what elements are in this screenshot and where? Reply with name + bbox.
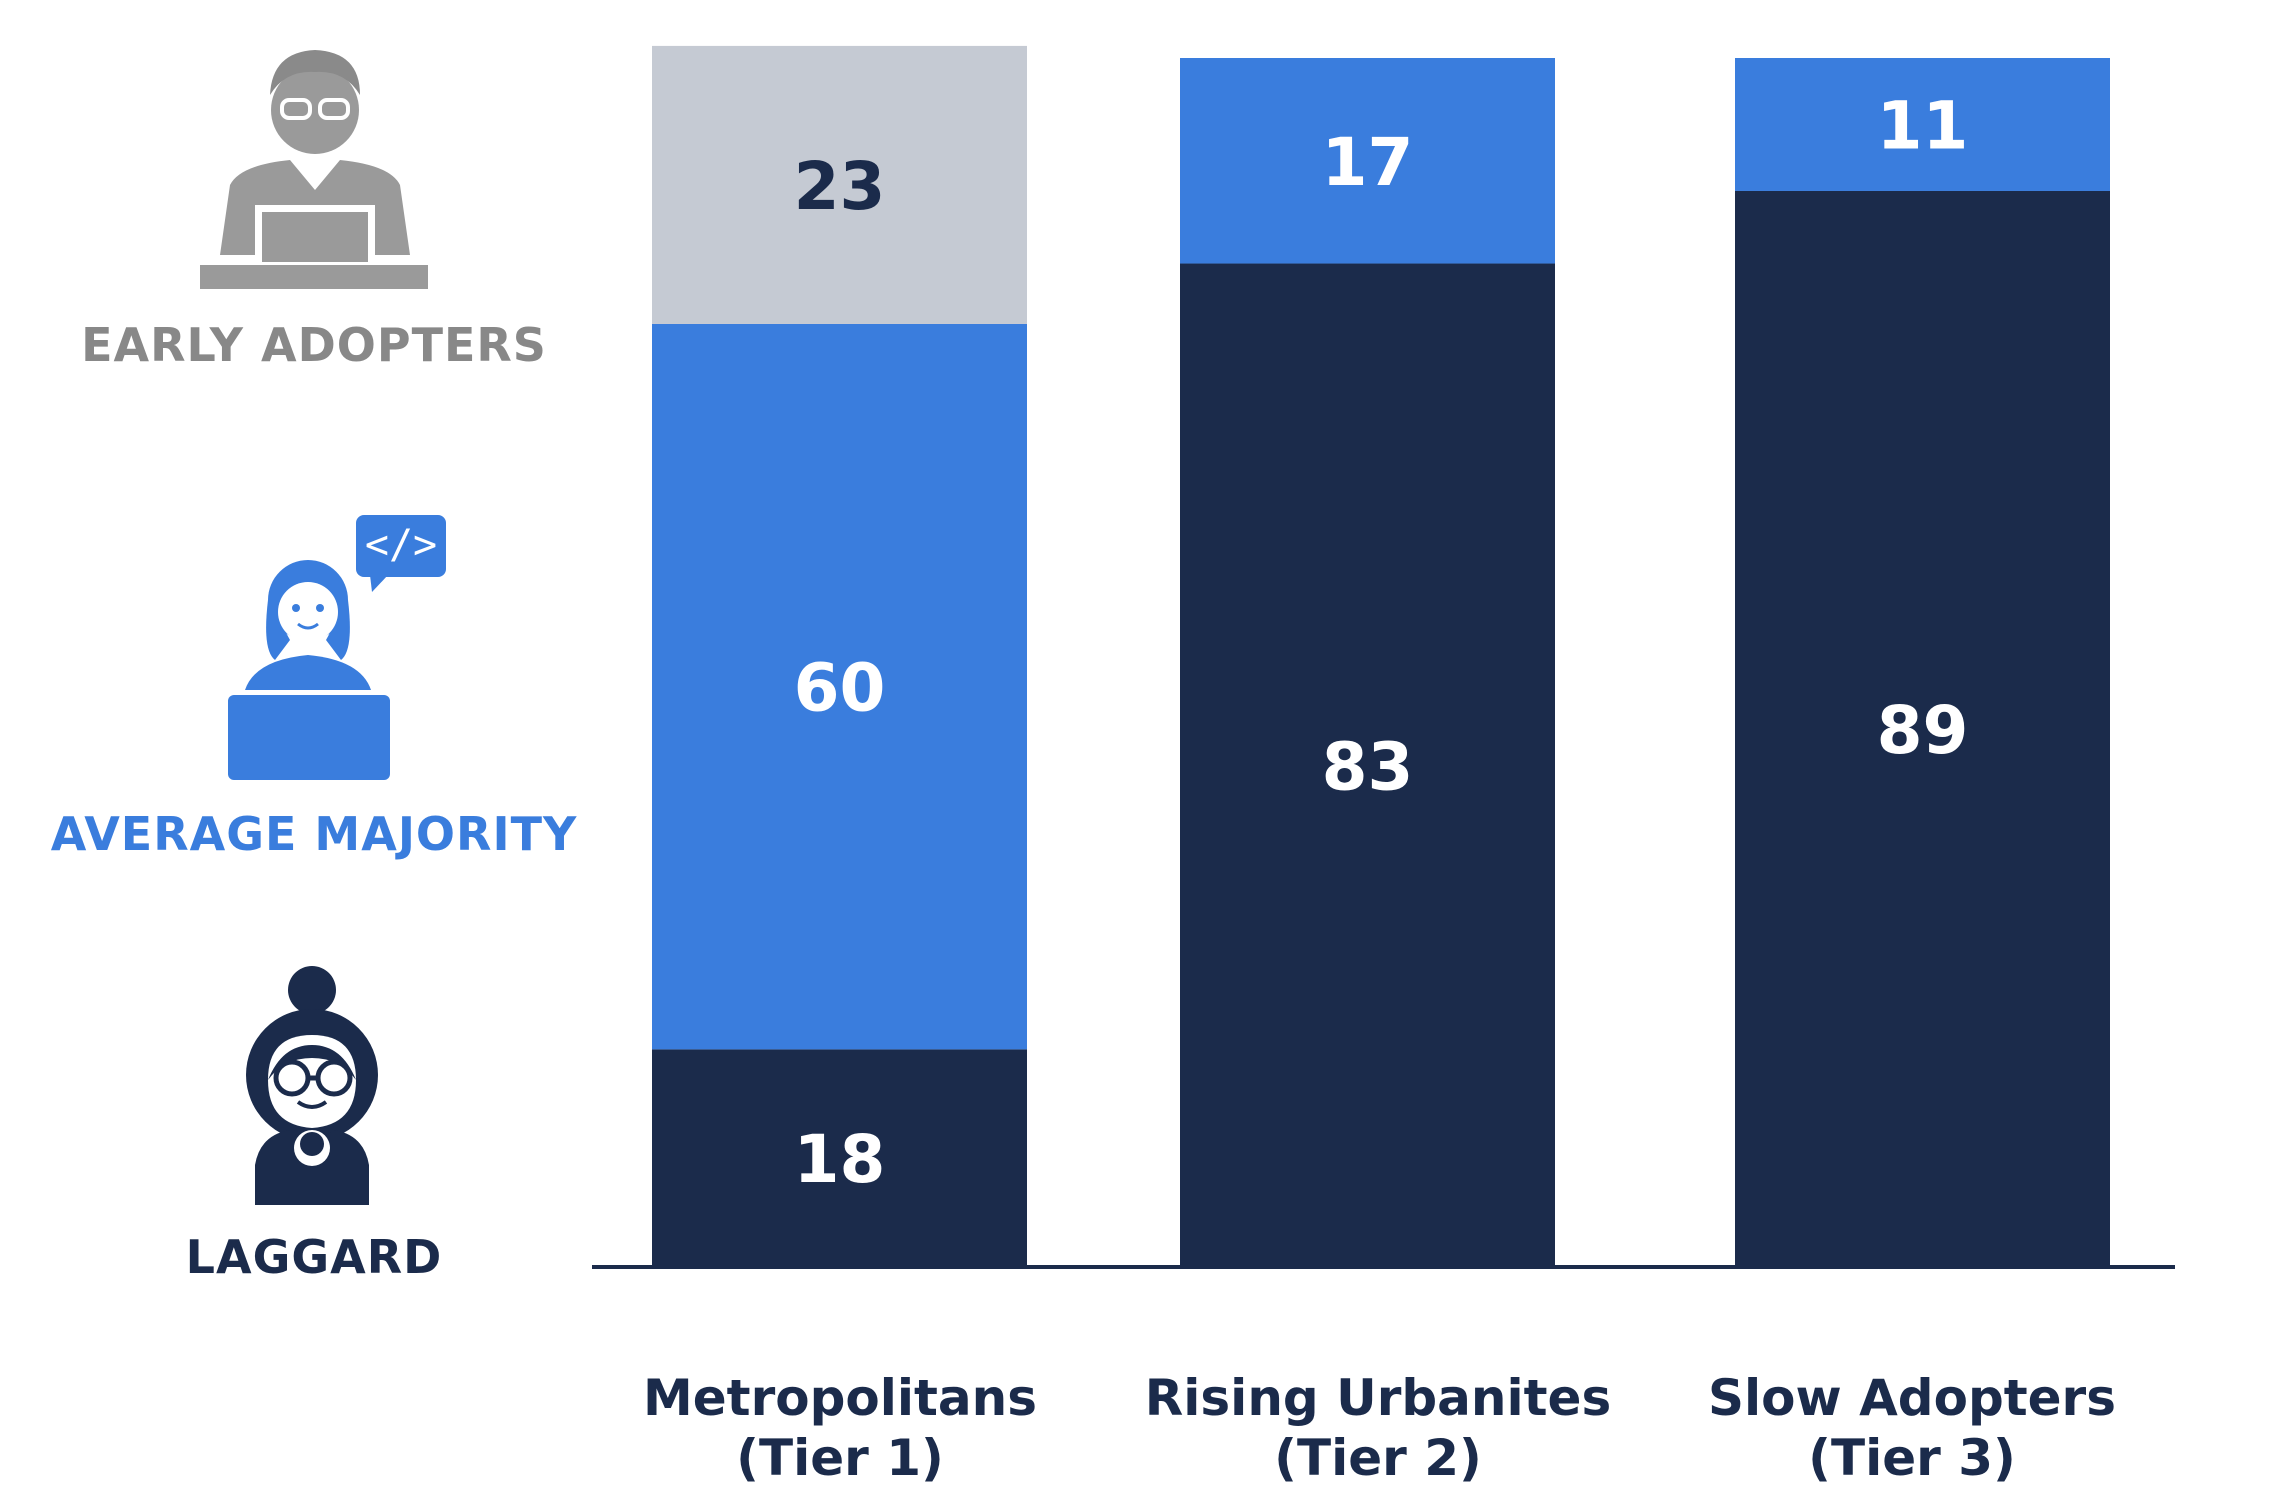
- legend-label-average-majority: AVERAGE MAJORITY: [50, 807, 578, 861]
- bar-segment-laggard-2: [1180, 263, 1555, 1267]
- elderly-woman-icon: [246, 966, 378, 1205]
- data-label-early-1: 23: [794, 148, 886, 225]
- bar-segment-early-1: [652, 45, 1027, 324]
- bar-segment-early-3: [1735, 58, 2110, 191]
- bar-segment-laggard-3: [1735, 190, 2110, 1268]
- bars-group: 18 60 23 83 17 89 11: [652, 45, 2110, 1268]
- data-label-laggard-3: 89: [1877, 692, 1969, 769]
- bar-segment-early-2: [1180, 58, 1555, 264]
- svg-text:</>: </>: [365, 522, 437, 568]
- legend-label-early-adopters: EARLY ADOPTERS: [81, 318, 547, 372]
- bar-segment-average-1: [652, 323, 1027, 1050]
- data-label-early-3: 11: [1877, 87, 1969, 164]
- category-label-line2: (Tier 3): [1808, 1429, 2016, 1487]
- legend-label-laggard: LAGGARD: [185, 1230, 443, 1284]
- category-label-tier-3: Slow Adopters (Tier 3): [1632, 1368, 2192, 1488]
- category-label-line2: (Tier 1): [736, 1429, 944, 1487]
- category-label-line1: Rising Urbanites: [1144, 1369, 1612, 1427]
- data-label-laggard-2: 83: [1322, 728, 1414, 805]
- category-label-line2: (Tier 2): [1274, 1429, 1482, 1487]
- developer-icon: </>: [228, 515, 446, 780]
- category-label-tier-2: Rising Urbanites (Tier 2): [1098, 1368, 1658, 1488]
- presenter-icon: [200, 50, 428, 289]
- category-label-line1: Slow Adopters: [1708, 1369, 2116, 1427]
- data-label-early-2: 17: [1322, 124, 1414, 201]
- category-label-tier-1: Metropolitans (Tier 1): [560, 1368, 1120, 1488]
- category-label-line1: Metropolitans: [643, 1369, 1037, 1427]
- data-label-average-1: 60: [794, 650, 886, 727]
- bar-segment-laggard-1: [652, 1049, 1027, 1267]
- data-label-laggard-1: 18: [794, 1121, 886, 1198]
